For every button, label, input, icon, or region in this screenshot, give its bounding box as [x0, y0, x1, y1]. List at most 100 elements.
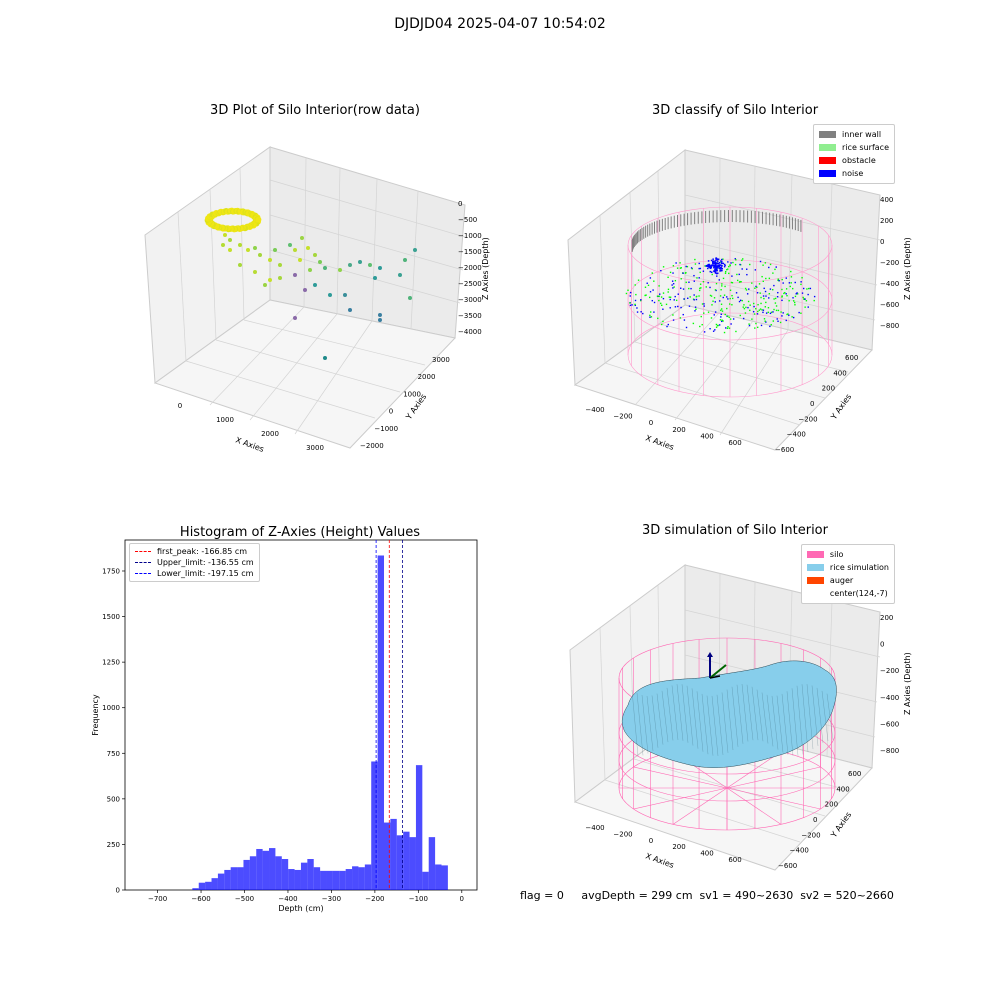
classify-legend-swatch [819, 157, 837, 164]
raw-point [298, 258, 302, 262]
classify-point [736, 279, 739, 282]
classify-point [732, 261, 734, 264]
classify-noise-point [718, 265, 721, 268]
classify-point [780, 311, 782, 313]
classify-noise-point [721, 260, 723, 263]
classify-noise-point [708, 263, 710, 266]
classify-point [691, 267, 693, 270]
classify-point [753, 313, 756, 315]
simulation-legend-label: auger [829, 576, 854, 585]
classify-point [796, 293, 799, 295]
classify-point [785, 277, 787, 279]
classify-point [808, 287, 810, 290]
classify-point [662, 308, 664, 310]
classify-point [707, 311, 710, 313]
classify-point [693, 299, 695, 301]
raw-point [293, 316, 297, 320]
classify-point [694, 258, 696, 261]
classify-point [646, 282, 648, 284]
classify-point [755, 322, 757, 325]
classify-point [788, 282, 791, 284]
classify-point [779, 321, 782, 324]
classify-point [694, 310, 696, 312]
histogram-x-tick-label: −600 [191, 895, 210, 903]
classify-point [744, 312, 747, 314]
histogram-bar [441, 865, 448, 890]
classify-point [699, 283, 702, 285]
classify-point [669, 298, 671, 301]
classify-point [728, 316, 730, 319]
classify-noise-point [716, 260, 719, 262]
classify-point [647, 284, 650, 287]
classify-x-tick-label: 0 [649, 419, 653, 427]
classify-point [731, 275, 733, 277]
classify-y-tick-label: 400 [833, 369, 846, 377]
classify-point [760, 324, 763, 327]
histogram-chart[interactable]: Histogram of Z-Axies (Height) Values −70… [70, 520, 490, 920]
histogram-bar [256, 848, 263, 890]
classify-point [649, 316, 651, 318]
histogram-title: Histogram of Z-Axies (Height) Values [180, 525, 420, 540]
raw-plot-3d[interactable]: 0 1000 2000 3000 3000 2000 1000 0 −1000 −2000 0 −… [130, 100, 500, 470]
classify-point [680, 267, 682, 269]
histogram-x-label: Depth (cm) [278, 904, 323, 913]
raw-plot-panel: 3D Plot of Silo Interior(row data) 0 1000… [130, 100, 500, 470]
classify-point [765, 277, 767, 280]
classify-point [756, 292, 759, 294]
histogram-bar [384, 822, 391, 890]
classify-plot-3d[interactable]: −400 −200 0 200 400 600 600 400 200 0 −200 −400 −60… [550, 100, 920, 470]
simulation-y-tick-label: −200 [801, 831, 820, 839]
simulation-y-label: Y Axies [829, 810, 854, 840]
classify-point [790, 276, 793, 278]
rice-mesh-line [711, 695, 719, 756]
classify-point [720, 308, 723, 310]
classify-point [770, 324, 772, 326]
classify-y-tick-label: −600 [775, 446, 794, 454]
classify-point [653, 280, 655, 282]
classify-point [735, 259, 737, 261]
classify-point [801, 277, 803, 279]
classify-point [800, 312, 802, 314]
classify-point [729, 297, 731, 300]
classify-point [688, 281, 690, 283]
classify-legend-label: rice surface [842, 143, 889, 152]
raw-point [263, 283, 267, 287]
classify-point [724, 270, 727, 273]
classify-point [723, 331, 726, 334]
classify-point [731, 294, 733, 297]
classify-point [736, 273, 738, 276]
simulation-legend-entry: auger [806, 574, 889, 587]
classify-point [793, 300, 795, 302]
classify-noise-point [717, 262, 720, 265]
classify-point [753, 302, 755, 305]
classify-noise-point [719, 266, 721, 269]
histogram-legend-label: first_peak: -166.85 cm [157, 547, 248, 556]
classify-point [729, 264, 731, 267]
classify-point [679, 262, 681, 264]
classify-point [781, 315, 783, 317]
histogram-bar [364, 864, 372, 890]
simulation-plot-3d[interactable]: −400 −200 0 200 400 600 600 400 200 0 −200 −400 −60… [550, 520, 920, 890]
classify-noise-point [714, 268, 716, 271]
classify-point [667, 291, 669, 293]
classify-point [644, 286, 647, 288]
rice-mesh-line [661, 690, 669, 743]
classify-point [786, 313, 788, 316]
simulation-legend-swatch [806, 564, 824, 571]
classify-point [693, 280, 695, 282]
classify-point [722, 277, 725, 280]
classify-point [692, 322, 695, 325]
classify-point [739, 314, 741, 317]
classify-point [773, 284, 775, 287]
classify-point [804, 306, 806, 308]
raw-point [413, 248, 417, 252]
classify-point [765, 321, 767, 323]
classify-point [658, 295, 660, 297]
classify-point [635, 293, 637, 296]
classify-noise-point [720, 262, 723, 264]
simulation-y-tick-label: 0 [813, 816, 817, 824]
classify-point [675, 299, 678, 302]
raw-x-tick-label: 3000 [306, 444, 324, 452]
histogram-bar [307, 859, 314, 890]
classify-noise-point [718, 265, 720, 267]
